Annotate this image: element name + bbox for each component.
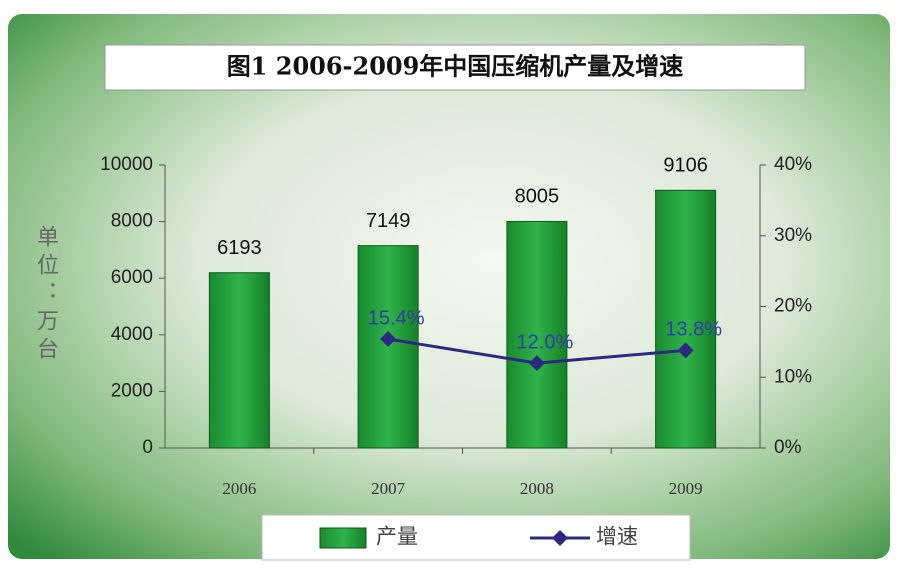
title-box [104,44,806,91]
y-tick-label: 6000 [111,267,153,288]
bar [208,272,270,449]
legend-label: 增速 [596,525,638,549]
y-tick-label: 0 [142,437,153,458]
bar-value-label: 6193 [217,237,262,259]
x-tick-label: 2008 [520,479,554,498]
bar [506,220,568,449]
legend-marker [552,530,568,546]
x-tick-label: 2009 [669,479,703,498]
y2-tick-label: 0% [774,437,802,458]
legend-label: 产量 [376,525,418,549]
bar-value-label: 8005 [515,186,560,208]
y-tick-label: 4000 [111,324,153,345]
y2-tick-label: 30% [774,225,812,246]
y2-tick-label: 20% [774,296,812,317]
y-tick-label: 8000 [111,211,153,232]
y2-tick-label: 10% [774,366,812,387]
line-marker [380,331,397,348]
line-marker [677,342,694,359]
bar-value-label: 7149 [366,210,411,232]
chart-title: 图1 2006-2009年中国压缩机产量及增速 [227,52,684,81]
bar [655,189,717,449]
y-axis-label: 单位：万台 [33,225,59,365]
legend-swatch [319,527,367,549]
x-tick-label: 2007 [371,479,406,498]
y-tick-label: 2000 [111,380,153,401]
y-tick-label: 10000 [100,154,153,175]
line-value-label: 13.8% [665,319,722,341]
line-marker [528,355,545,372]
line-value-label: 15.4% [368,307,425,329]
x-tick-label: 2006 [222,479,256,498]
y2-tick-label: 40% [774,154,812,175]
bar-value-label: 9106 [663,155,708,177]
line-value-label: 12.0% [517,331,574,353]
